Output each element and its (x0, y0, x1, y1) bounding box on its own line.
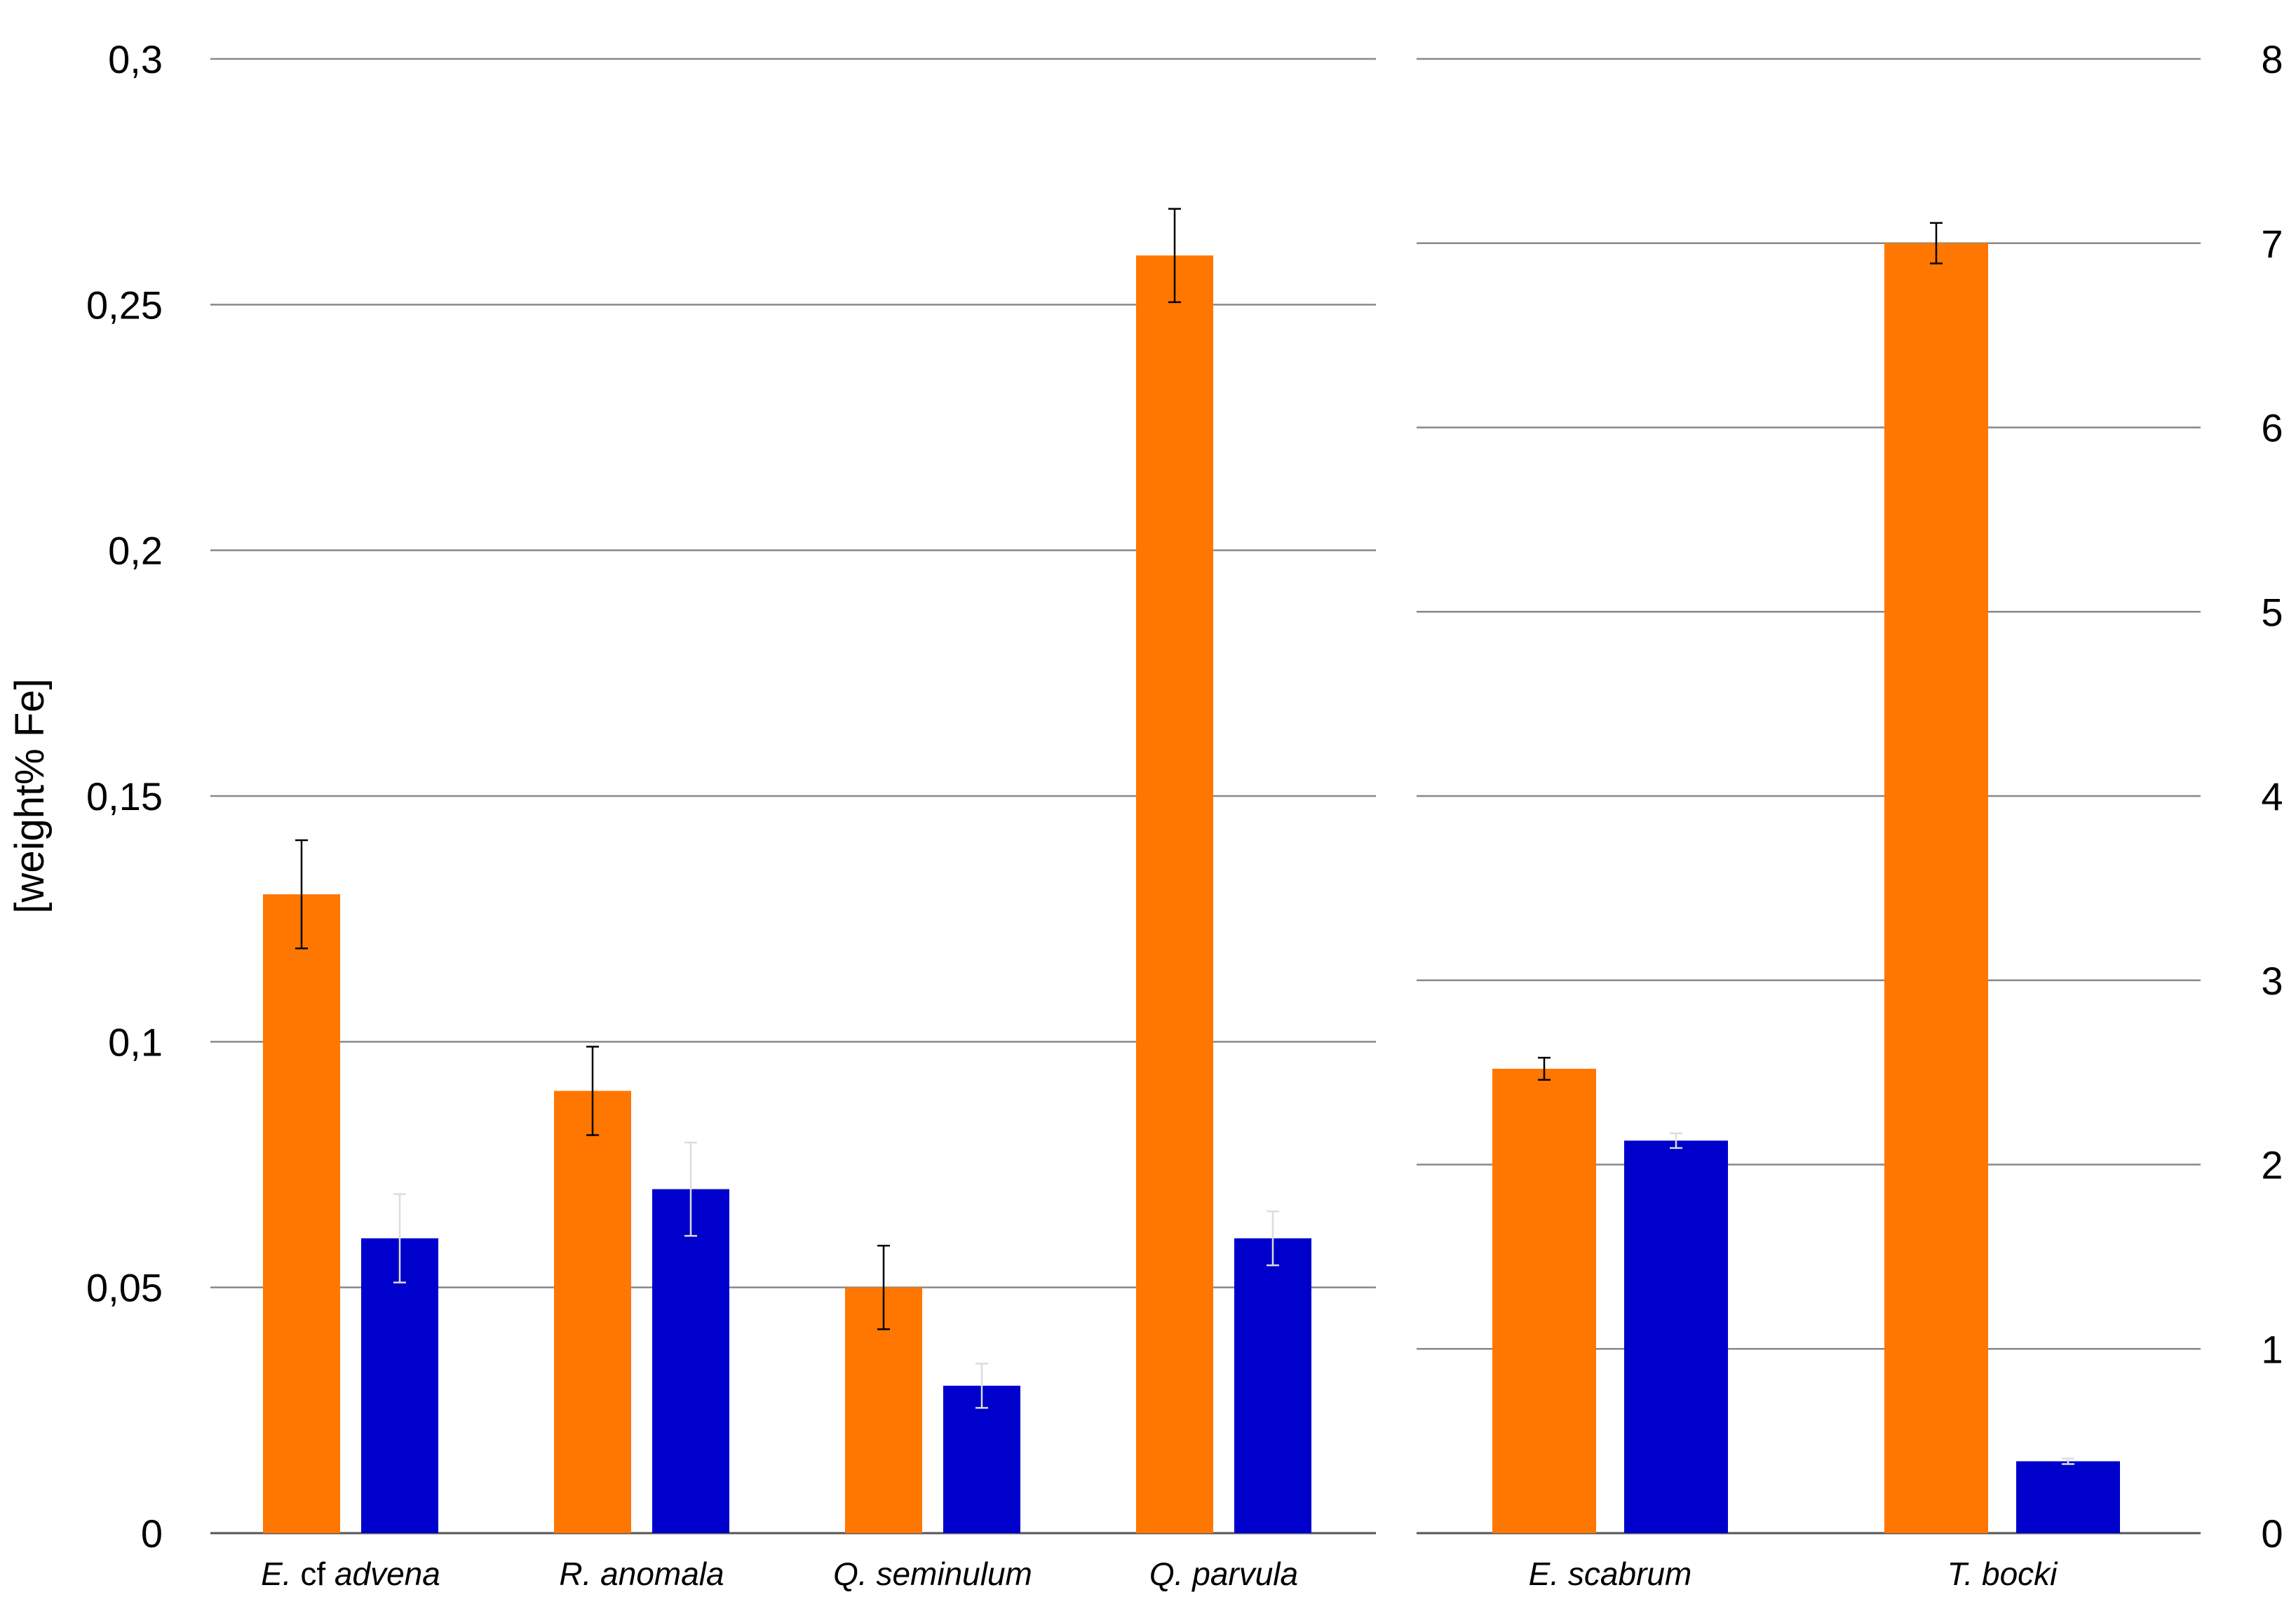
x-category-label-part: cf (292, 1556, 335, 1592)
bar-orange (263, 894, 340, 1533)
x-category-label-part: Q. seminulum (833, 1556, 1032, 1592)
bar-orange (1492, 1068, 1596, 1533)
bar-orange (554, 1091, 631, 1533)
y-tick-label: 0,25 (86, 283, 163, 327)
y-tick-label: 0,05 (86, 1266, 163, 1310)
y-tick-label: 0,1 (108, 1020, 163, 1064)
x-category-label: Q. parvula (1149, 1556, 1298, 1592)
chart-panel-2: 0 1 2 3 4 5 6 7 8 E. scabrum T. bocki (1417, 37, 2283, 1592)
x-category-label: E. cf advena (261, 1556, 440, 1592)
x-category-label-part: Q. parvula (1149, 1556, 1298, 1592)
y-tick-label: 8 (2261, 37, 2283, 81)
x-category-label: E. scabrum (1529, 1556, 1692, 1592)
x-category-label: Q. seminulum (833, 1556, 1032, 1592)
bar-orange (1136, 255, 1213, 1534)
y-tick-label: 0 (141, 1511, 163, 1556)
bar-blue (1234, 1238, 1311, 1533)
x-category-label: R. anomala (559, 1556, 724, 1592)
y-tick-label: 1 (2261, 1327, 2283, 1371)
bar-orange (1884, 243, 1988, 1533)
bar-blue (652, 1189, 729, 1533)
x-category-label-part: R. anomala (559, 1556, 724, 1592)
y-tick-label: 4 (2261, 774, 2283, 818)
y-tick-label: 0,3 (108, 37, 163, 81)
x-category-label-part: T. bocki (1947, 1556, 2059, 1592)
bar-blue (943, 1385, 1020, 1533)
y-tick-label: 0 (2261, 1511, 2283, 1556)
bar-blue (361, 1238, 438, 1533)
y-tick-label: 5 (2261, 590, 2283, 634)
x-category-label-part: E. scabrum (1529, 1556, 1692, 1592)
bar-blue (2016, 1461, 2120, 1533)
bar-blue (1624, 1140, 1728, 1533)
y-tick-label: 2 (2261, 1143, 2283, 1187)
x-category-label-part: advena (335, 1556, 440, 1592)
chart-panel-1: 0 0,05 0,1 0,15 0,2 0,25 0,3 [weight% Fe] E. cf … (7, 37, 1376, 1592)
y-axis-label: [weight% Fe] (7, 678, 53, 913)
y-tick-label: 3 (2261, 959, 2283, 1003)
y-tick-label: 0,15 (86, 774, 163, 818)
y-tick-label: 6 (2261, 406, 2283, 450)
y-tick-label: 7 (2261, 222, 2283, 266)
x-category-label: T. bocki (1947, 1556, 2059, 1592)
y-tick-label: 0,2 (108, 529, 163, 573)
x-category-label-part: E. (261, 1556, 291, 1592)
